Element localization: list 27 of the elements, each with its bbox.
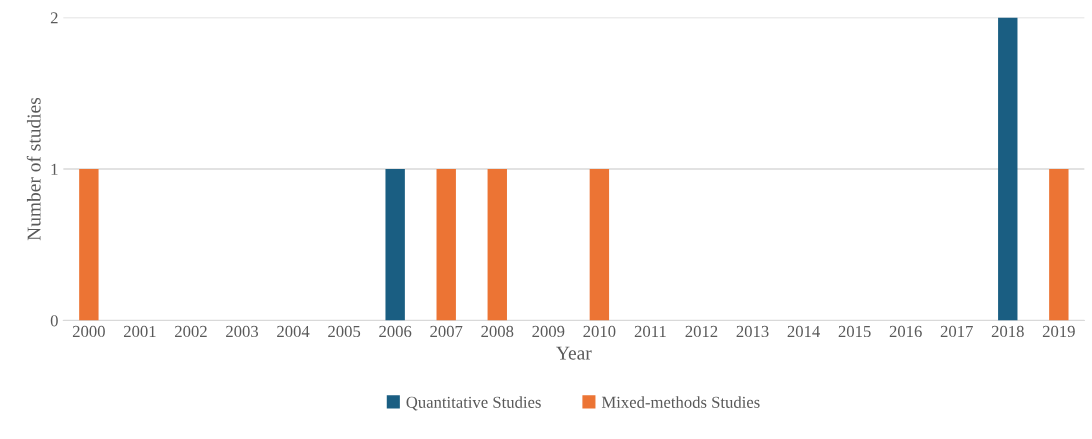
y-tick-label: 2 xyxy=(50,12,58,24)
x-tick-label: 2002 xyxy=(175,325,207,338)
x-tick-label: 2004 xyxy=(277,325,310,338)
legend-label: Mixed-methods Studies xyxy=(601,396,760,408)
x-tick-label: 2012 xyxy=(685,325,718,338)
legend-label: Quantitative Studies xyxy=(406,396,541,411)
x-tick-label: 2017 xyxy=(940,325,973,338)
x-tick-label: 2018 xyxy=(991,325,1024,338)
x-tick-label: 2014 xyxy=(787,325,820,338)
x-tick-label: 2005 xyxy=(328,325,361,338)
x-tick-label: 2000 xyxy=(72,325,105,338)
x-tick-label: 2003 xyxy=(226,325,259,338)
x-tick-label: 2001 xyxy=(123,325,156,338)
x-tick-label: 2019 xyxy=(1042,325,1075,338)
x-tick-label: 2016 xyxy=(889,325,922,338)
x-tick-label: 2007 xyxy=(430,325,463,338)
x-tick-label: 2009 xyxy=(532,325,565,338)
x-tick-label: 2015 xyxy=(838,325,871,338)
x-tick-label: 2010 xyxy=(583,325,616,338)
x-tick-label: 2011 xyxy=(634,325,666,338)
y-tick-label: 1 xyxy=(51,163,58,175)
x-tick-label: 2013 xyxy=(736,325,769,338)
y-axis-title: Number of studies xyxy=(26,97,41,241)
x-tick-label: 2008 xyxy=(481,325,514,338)
x-tick-label: 2006 xyxy=(379,325,412,338)
y-tick-label: 0 xyxy=(50,315,58,327)
x-axis-title: Year xyxy=(556,346,592,360)
